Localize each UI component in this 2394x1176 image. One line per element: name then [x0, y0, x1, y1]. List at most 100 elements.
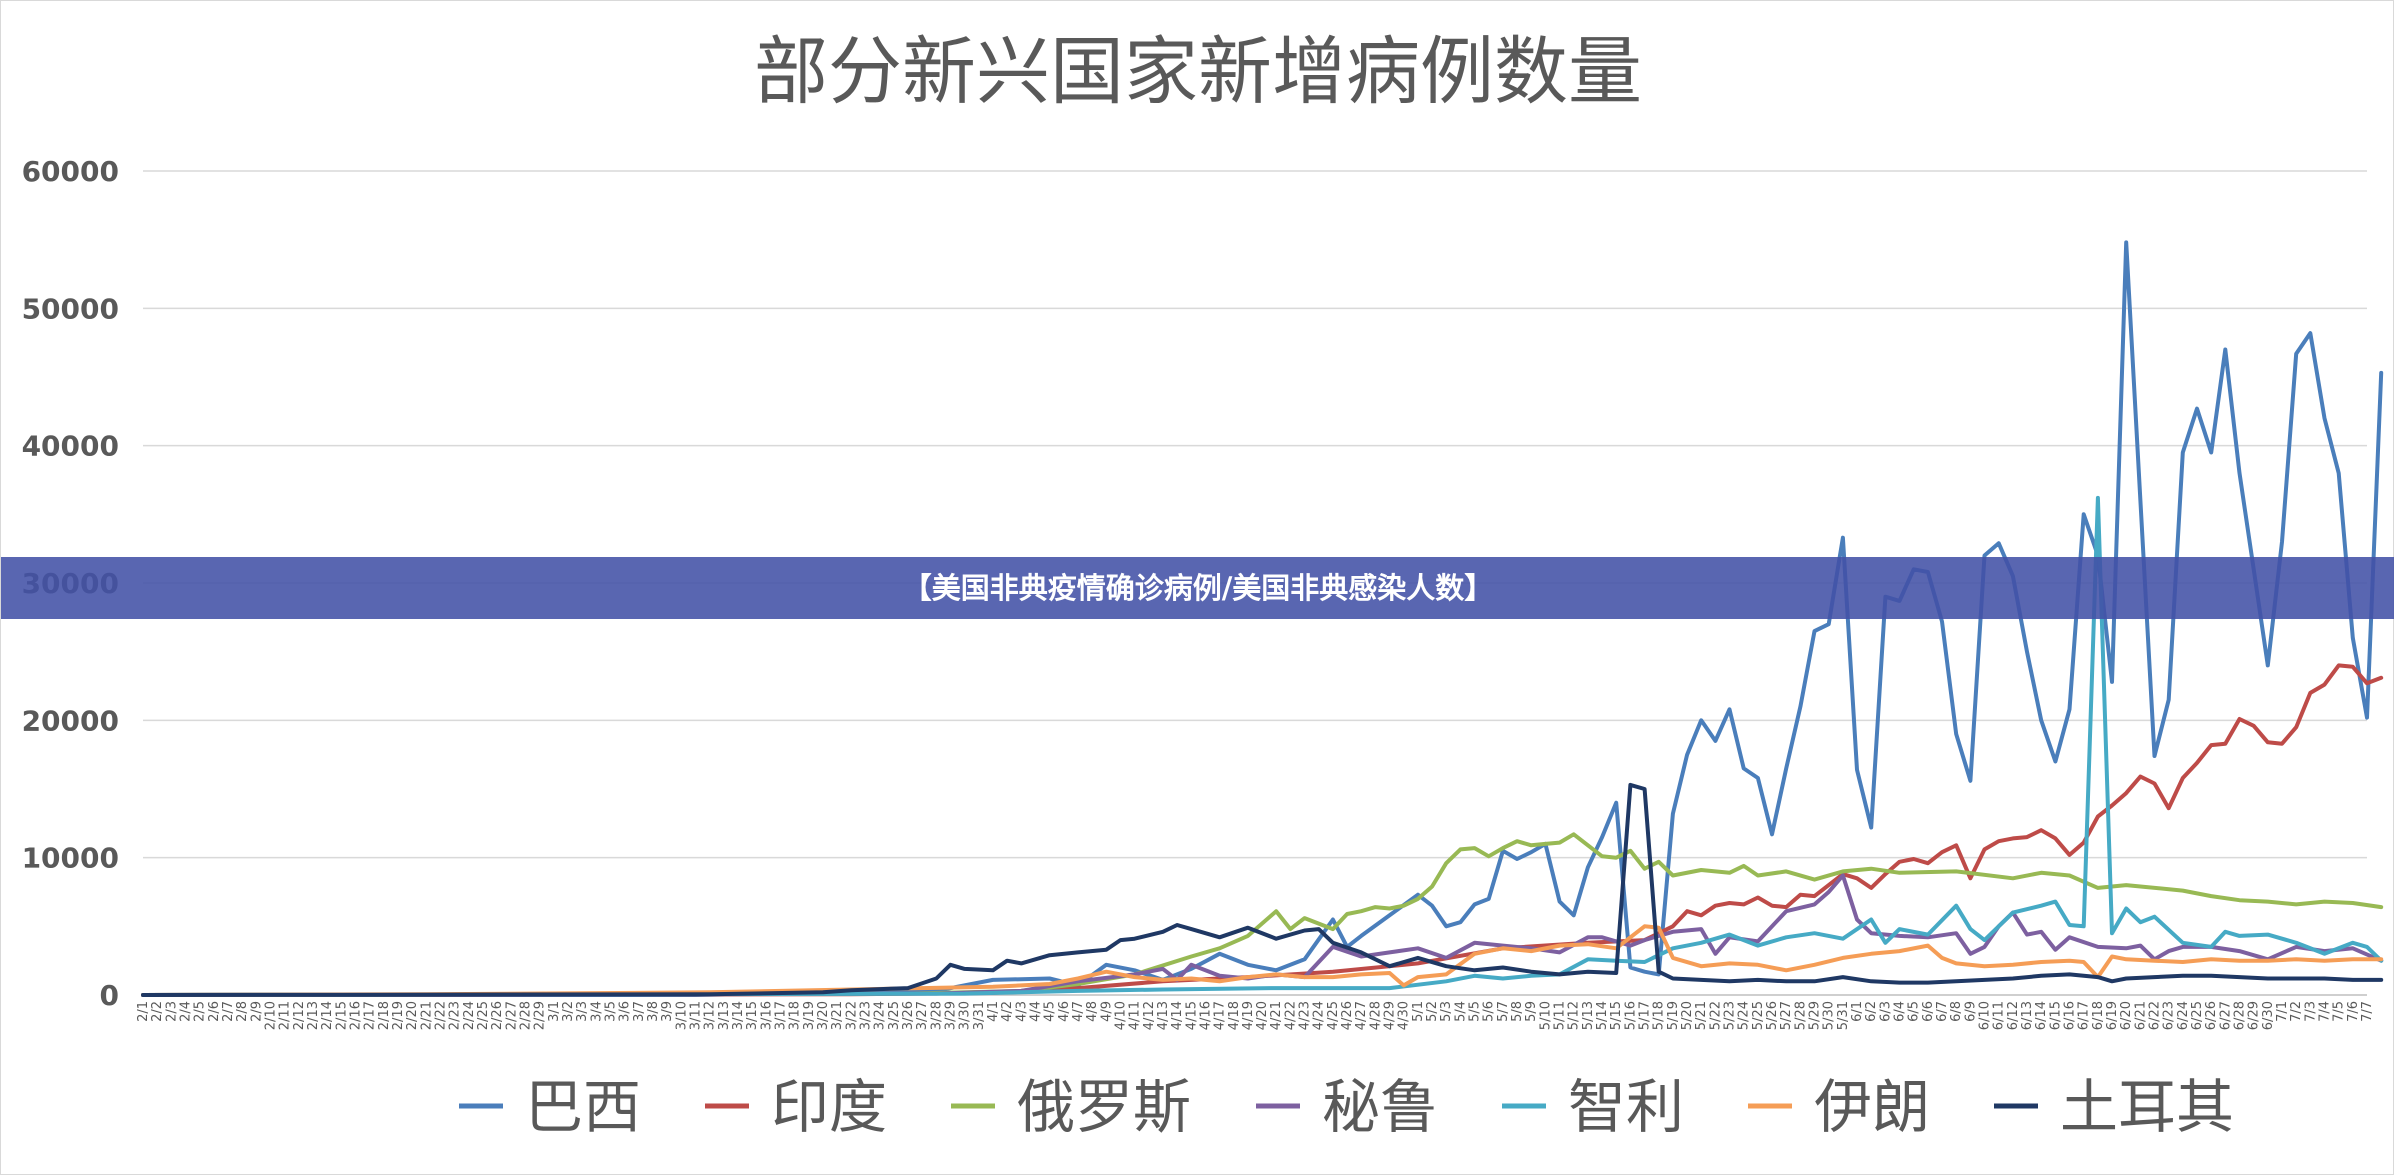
x-tick-label: 4/25: [1326, 1001, 1341, 1030]
x-tick-label: 5/11: [1553, 1001, 1568, 1030]
x-tick-label: 3/26: [901, 1001, 916, 1030]
series-line: [141, 782, 2384, 997]
x-tick-label: 4/29: [1383, 1001, 1398, 1030]
x-tick-label: 5/9: [1524, 1001, 1539, 1022]
x-tick-label: 5/27: [1779, 1001, 1794, 1030]
x-tick-label: 2/27: [504, 1001, 519, 1030]
x-tick-label: 2/19: [391, 1001, 406, 1030]
x-tick-label: 5/28: [1793, 1001, 1808, 1030]
x-tick-label: 7/6: [2346, 1001, 2361, 1022]
x-tick-label: 3/16: [759, 1001, 774, 1030]
x-tick-label: 5/8: [1510, 1001, 1525, 1022]
legend-label: 俄罗斯: [1017, 1073, 1191, 1141]
x-tick-label: 5/20: [1680, 1001, 1695, 1030]
x-tick-label: 3/5: [603, 1001, 618, 1022]
x-tick-label: 4/26: [1340, 1001, 1355, 1030]
x-tick-label: 4/5: [1043, 1001, 1058, 1022]
series-lines: [141, 240, 2384, 997]
x-tick-label: 3/3: [575, 1001, 590, 1022]
x-tick-label: 4/17: [1213, 1001, 1228, 1030]
x-tick-label: 3/14: [731, 1001, 746, 1030]
x-tick-label: 2/29: [533, 1001, 548, 1030]
legend-label: 智利: [1568, 1073, 1684, 1141]
x-tick-label: 3/17: [773, 1001, 788, 1030]
x-tick-label: 4/1: [986, 1001, 1001, 1022]
x-tick-label: 2/15: [334, 1001, 349, 1030]
x-tick-label: 5/26: [1765, 1001, 1780, 1030]
x-tick-label: 6/20: [2119, 1001, 2134, 1030]
x-tick-label: 6/18: [2091, 1001, 2106, 1030]
x-tick-label: 3/4: [589, 1001, 604, 1022]
x-tick-label: 4/3: [1014, 1001, 1029, 1022]
x-tick-label: 5/29: [1808, 1001, 1823, 1030]
x-tick-label: 5/14: [1595, 1001, 1610, 1030]
x-tick-label: 4/11: [1128, 1001, 1143, 1030]
legend-label: 印度: [771, 1073, 887, 1141]
x-tick-label: 5/22: [1708, 1001, 1723, 1030]
x-tick-label: 6/8: [1949, 1001, 1964, 1022]
x-tick-label: 3/19: [802, 1001, 817, 1030]
x-tick-label: 4/8: [1085, 1001, 1100, 1022]
x-tick-label: 5/5: [1468, 1001, 1483, 1022]
x-tick-label: 3/24: [873, 1001, 888, 1030]
x-tick-label: 5/17: [1638, 1001, 1653, 1030]
legend: 巴西 印度 俄罗斯 秘鲁 智利 伊朗 土耳其: [459, 1073, 2234, 1141]
x-tick-label: 2/16: [348, 1001, 363, 1030]
x-tick-label: 6/11: [1992, 1001, 2007, 1030]
x-tick-label: 2/7: [221, 1001, 236, 1022]
x-tick-label: 2/23: [448, 1001, 463, 1030]
x-tick-label: 4/4: [1028, 1001, 1043, 1022]
x-tick-label: 5/24: [1737, 1001, 1752, 1030]
x-tick-label: 6/25: [2190, 1001, 2205, 1030]
x-tick-label: 6/19: [2105, 1001, 2120, 1030]
x-tick-label: 5/31: [1836, 1001, 1851, 1030]
x-tick-label: 2/25: [476, 1001, 491, 1030]
series-line: [141, 924, 2384, 997]
x-tick-label: 5/3: [1439, 1001, 1454, 1022]
x-tick-label: 3/29: [943, 1001, 958, 1030]
x-tick-label: 5/30: [1822, 1001, 1837, 1030]
x-tick-label: 2/8: [235, 1001, 250, 1022]
x-tick-label: 3/10: [674, 1001, 689, 1030]
x-tick-label: 6/2: [1864, 1001, 1879, 1022]
x-tick-label: 6/10: [1978, 1001, 1993, 1030]
x-tick-label: 3/12: [703, 1001, 718, 1030]
x-tick-label: 3/15: [745, 1001, 760, 1030]
x-tick-label: 6/21: [2133, 1001, 2148, 1030]
legend-label: 巴西: [525, 1073, 641, 1141]
x-tick-label: 5/1: [1411, 1001, 1426, 1022]
x-tick-label: 5/15: [1609, 1001, 1624, 1030]
x-tick-label: 7/5: [2332, 1001, 2347, 1022]
legend-label: 伊朗: [1814, 1073, 1930, 1141]
x-tick-label: 4/23: [1298, 1001, 1313, 1030]
legend-label: 土耳其: [2060, 1073, 2234, 1141]
x-tick-label: 3/22: [844, 1001, 859, 1030]
x-tick-label: 2/26: [490, 1001, 505, 1030]
x-tick-label: 3/11: [688, 1001, 703, 1030]
x-tick-label: 2/11: [278, 1001, 293, 1030]
x-tick-label: 4/7: [1071, 1001, 1086, 1022]
x-tick-label: 4/19: [1241, 1001, 1256, 1030]
x-tick-label: 6/9: [1963, 1001, 1978, 1022]
x-tick-label: 4/21: [1269, 1001, 1284, 1030]
x-tick-label: 3/6: [618, 1001, 633, 1022]
y-tick-label: 10000: [22, 842, 119, 875]
x-tick-label: 4/13: [1156, 1001, 1171, 1030]
x-tick-label: 6/3: [1878, 1001, 1893, 1022]
x-tick-label: 5/18: [1652, 1001, 1667, 1030]
x-tick-label: 2/13: [306, 1001, 321, 1030]
x-tick-label: 6/24: [2176, 1001, 2191, 1030]
x-tick-label: 2/18: [377, 1001, 392, 1030]
x-tick-label: 2/3: [164, 1001, 179, 1022]
x-tick-label: 6/4: [1893, 1001, 1908, 1022]
x-tick-label: 7/1: [2275, 1001, 2290, 1022]
x-tick-label: 2/4: [178, 1001, 193, 1022]
x-tick-label: 4/14: [1170, 1001, 1185, 1030]
x-tick-label: 4/6: [1057, 1001, 1072, 1022]
x-tick-label: 3/18: [788, 1001, 803, 1030]
x-tick-label: 3/1: [547, 1001, 562, 1022]
x-tick-label: 4/9: [1099, 1001, 1114, 1022]
x-tick-label: 4/27: [1354, 1001, 1369, 1030]
x-tick-label: 2/22: [433, 1001, 448, 1030]
